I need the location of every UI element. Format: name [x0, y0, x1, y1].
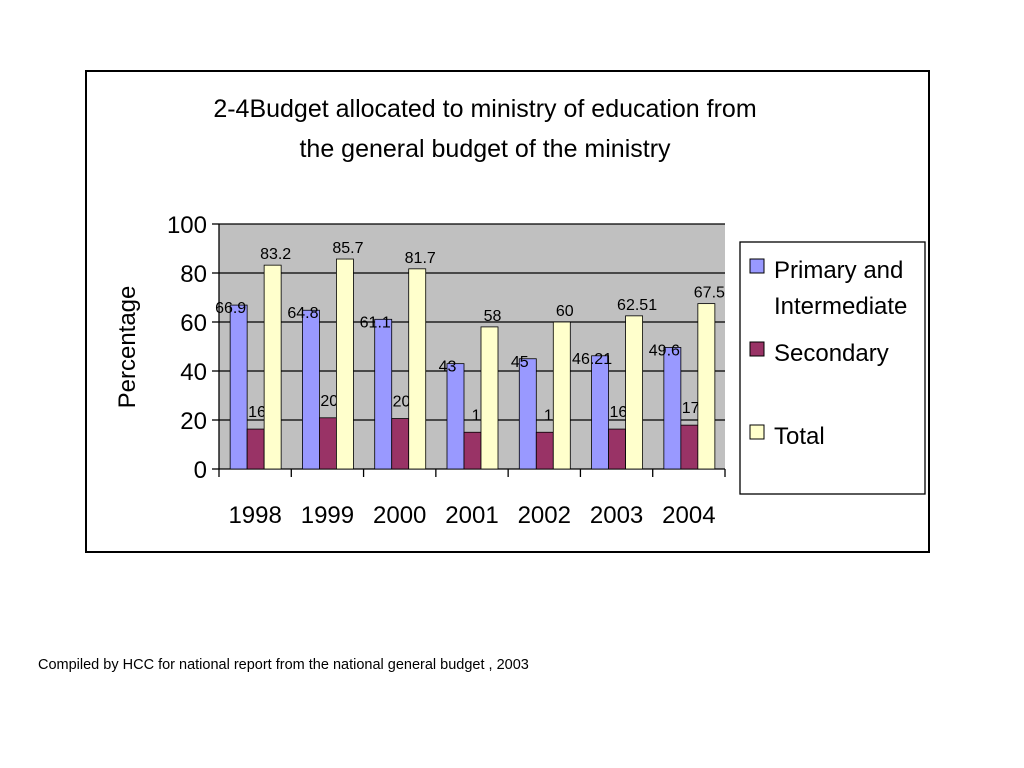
data-label: 58 — [484, 308, 502, 325]
bar-secondary — [319, 417, 337, 470]
data-label: 60 — [556, 303, 574, 320]
x-tick-label: 2003 — [590, 502, 643, 529]
data-label: 62.51 — [617, 297, 657, 314]
bar-primary-and-intermediate — [229, 304, 248, 470]
data-label: 46.21 — [572, 351, 612, 368]
y-tick-label: 80 — [180, 261, 207, 288]
legend-swatch — [749, 258, 765, 274]
bar-secondary — [608, 428, 626, 470]
bar-total — [480, 326, 499, 470]
y-tick-label: 0 — [194, 457, 207, 484]
data-label: 85.7 — [332, 240, 363, 257]
y-tick-label: 40 — [180, 359, 207, 386]
y-tick-label: 20 — [180, 408, 207, 435]
source-note: Compiled by HCC for national report from… — [38, 657, 529, 673]
y-tick-label: 60 — [180, 310, 207, 337]
bar-primary-and-intermediate — [302, 309, 320, 470]
data-label: 81.7 — [405, 250, 436, 267]
data-label: 43 — [439, 359, 457, 376]
data-label: 49.6 — [649, 342, 680, 359]
chart-title-line: 2-4Budget allocated to ministry of educa… — [213, 95, 756, 123]
legend-label: Intermediate — [774, 293, 907, 320]
x-tick-label: 1999 — [301, 502, 354, 529]
legend-label: Total — [774, 423, 825, 450]
bar-primary-and-intermediate — [663, 347, 682, 470]
legend-box — [739, 241, 926, 495]
legend-swatch — [749, 341, 765, 357]
bar-primary-and-intermediate — [374, 318, 393, 470]
data-label: 45 — [511, 354, 529, 371]
chart-svg: 2-4Budget allocated to ministry of educa… — [114, 95, 926, 529]
bar-secondary — [463, 431, 482, 470]
bar-primary-and-intermediate — [591, 355, 609, 470]
y-axis-label: Percentage — [114, 286, 141, 409]
chart-title-line: the general budget of the ministry — [299, 135, 671, 163]
bar-secondary — [391, 418, 410, 470]
bar-primary-and-intermediate — [518, 358, 537, 470]
data-label: 67.5 — [694, 285, 725, 302]
chart-frame: 2-4Budget allocated to ministry of educa… — [85, 70, 930, 553]
y-tick-label: 100 — [167, 212, 207, 239]
bar-total — [336, 258, 354, 470]
x-tick-label: 2002 — [518, 502, 571, 529]
bar-secondary — [680, 424, 699, 470]
bar-total — [263, 264, 282, 470]
bar-total — [625, 315, 643, 470]
bar-total — [552, 321, 571, 470]
legend-label: Secondary — [774, 340, 889, 367]
bar-secondary — [246, 428, 265, 470]
x-tick-label: 2000 — [373, 502, 426, 529]
x-tick-label: 1998 — [228, 502, 281, 529]
bar-total — [408, 268, 427, 470]
data-label: 61.1 — [360, 314, 391, 331]
x-tick-label: 2001 — [445, 502, 498, 529]
x-tick-label: 2004 — [662, 502, 715, 529]
bar-secondary — [535, 431, 554, 470]
data-label: 83.2 — [260, 246, 291, 263]
data-label: 64.8 — [287, 305, 318, 322]
data-label: 66.9 — [215, 300, 246, 317]
legend-swatch — [749, 424, 765, 440]
bar-total — [697, 303, 716, 470]
legend-label: Primary and — [774, 257, 903, 284]
bar-primary-and-intermediate — [446, 363, 465, 470]
